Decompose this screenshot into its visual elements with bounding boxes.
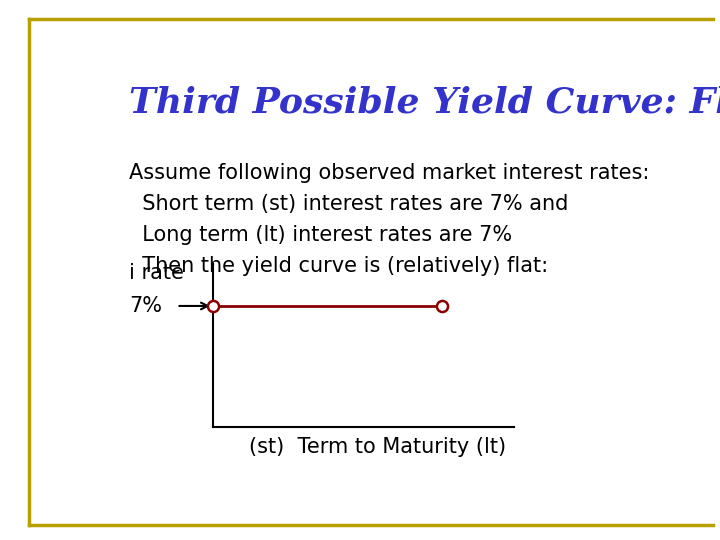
Text: (st)  Term to Maturity (lt): (st) Term to Maturity (lt) xyxy=(249,437,506,457)
Text: 7%: 7% xyxy=(129,296,162,316)
Text: i rate: i rate xyxy=(129,262,184,283)
Text: Long term (lt) interest rates are 7%: Long term (lt) interest rates are 7% xyxy=(129,225,512,245)
Text: Third Possible Yield Curve: Flat: Third Possible Yield Curve: Flat xyxy=(129,85,720,119)
Text: Then the yield curve is (relatively) flat:: Then the yield curve is (relatively) fla… xyxy=(129,256,548,276)
Text: Assume following observed market interest rates:: Assume following observed market interes… xyxy=(129,163,649,183)
Text: Short term (st) interest rates are 7% and: Short term (st) interest rates are 7% an… xyxy=(129,194,568,214)
